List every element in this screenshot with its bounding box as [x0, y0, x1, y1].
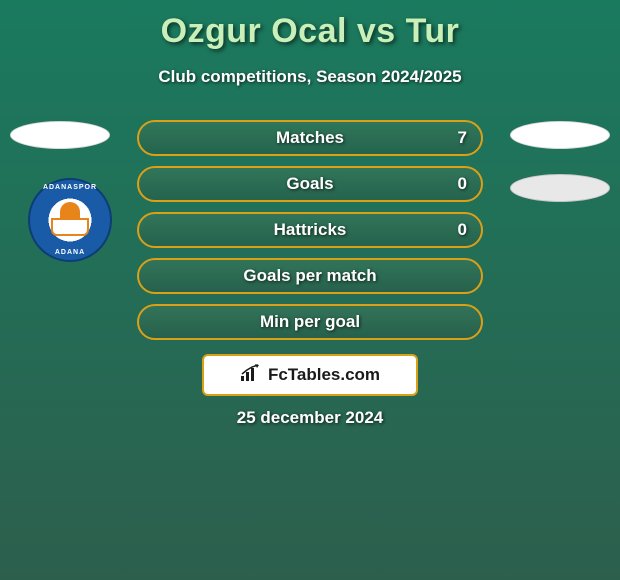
stat-label: Matches	[276, 128, 344, 148]
club-logo-bottom-text: ADANA	[30, 249, 110, 256]
stat-row-matches: Matches 7	[137, 120, 483, 156]
stat-label: Goals	[286, 174, 333, 194]
stats-container: Matches 7 Goals 0 Hattricks 0 Goals per …	[137, 120, 483, 350]
stat-label: Min per goal	[260, 312, 360, 332]
subtitle: Club competitions, Season 2024/2025	[0, 67, 620, 87]
date-text: 25 december 2024	[0, 408, 620, 428]
stat-label: Hattricks	[274, 220, 347, 240]
club-right-placeholder	[510, 174, 610, 202]
stat-row-goals-per-match: Goals per match	[137, 258, 483, 294]
stat-label: Goals per match	[243, 266, 376, 286]
player-left-placeholder	[10, 121, 110, 149]
stat-row-min-per-goal: Min per goal	[137, 304, 483, 340]
player-right-placeholder	[510, 121, 610, 149]
stat-row-hattricks: Hattricks 0	[137, 212, 483, 248]
book-icon	[51, 218, 89, 236]
brand-badge[interactable]: FcTables.com	[202, 354, 418, 396]
stat-value-right: 7	[458, 128, 467, 148]
chart-icon	[240, 364, 262, 387]
club-logo-left: ADANASPOR ADANA	[28, 178, 112, 262]
stat-value-right: 0	[458, 174, 467, 194]
club-logo-top-text: ADANASPOR	[30, 184, 110, 191]
stat-value-right: 0	[458, 220, 467, 240]
stat-row-goals: Goals 0	[137, 166, 483, 202]
page-title: Ozgur Ocal vs Tur	[0, 0, 620, 51]
club-logo-graphic	[43, 200, 97, 240]
brand-text: FcTables.com	[268, 365, 380, 385]
